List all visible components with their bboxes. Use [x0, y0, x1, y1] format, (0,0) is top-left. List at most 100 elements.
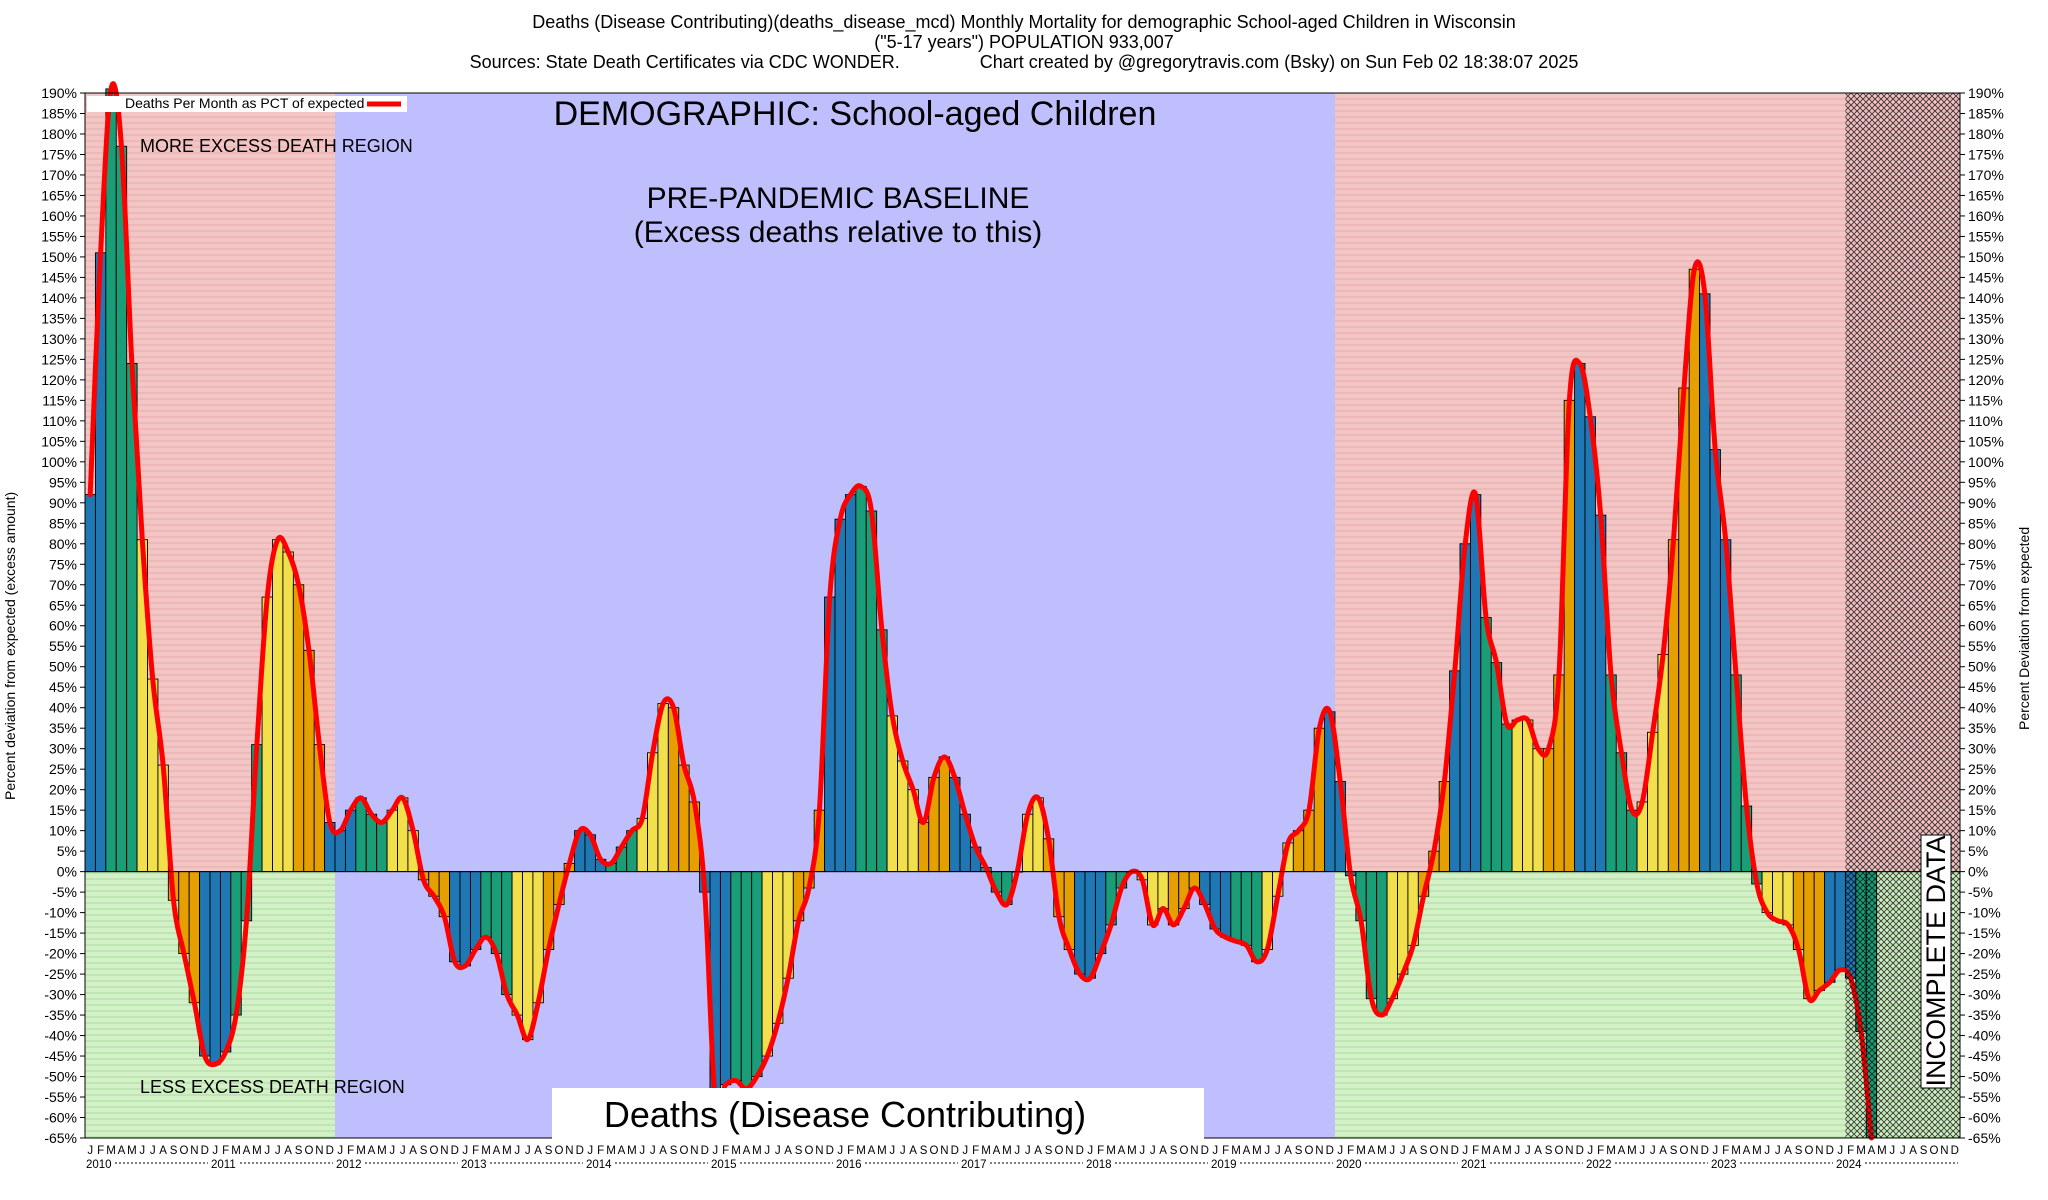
x-month-label: S: [795, 1145, 803, 1157]
x-month-label: J: [1639, 1145, 1645, 1157]
bar: [834, 518, 846, 873]
bar: [1501, 723, 1513, 873]
x-month-label: N: [1815, 1145, 1823, 1157]
x-year-label: 2024: [1836, 1159, 1862, 1171]
y-tick-label-left: 115%: [42, 392, 77, 408]
x-month-label: M: [231, 1145, 241, 1157]
x-month-label: N: [1315, 1145, 1323, 1157]
x-year-label: 2016: [836, 1159, 862, 1171]
x-month-label: A: [784, 1145, 792, 1157]
x-month-label: M: [1481, 1145, 1491, 1157]
y-tick-label-left: -30%: [44, 987, 77, 1003]
y-tick-label-right: 150%: [1968, 249, 2004, 265]
bar: [84, 494, 96, 873]
bar: [511, 871, 523, 1016]
x-month-label: M: [377, 1145, 387, 1157]
x-month-label: J: [1462, 1145, 1468, 1157]
x-month-label: F: [222, 1145, 229, 1157]
baseline-label-1: PRE-PANDEMIC BASELINE: [647, 182, 1030, 215]
x-month-label: J: [1900, 1145, 1906, 1157]
y-tick-label-right: 90%: [1968, 495, 1996, 511]
bar: [480, 871, 492, 938]
bar: [355, 797, 367, 873]
bar: [522, 871, 534, 1041]
x-month-label: M: [877, 1145, 887, 1157]
bar: [365, 813, 378, 873]
bar: [1626, 809, 1638, 873]
x-month-label: A: [1534, 1145, 1542, 1157]
x-year-label: 2010: [86, 1159, 112, 1171]
bar: [1251, 871, 1263, 963]
x-month-label: M: [606, 1145, 616, 1157]
x-month-label: J: [1150, 1145, 1156, 1157]
x-month-label: D: [1826, 1145, 1834, 1157]
x-month-label: M: [731, 1145, 741, 1157]
x-month-label: A: [1159, 1145, 1167, 1157]
y-tick-label-right: -25%: [1968, 966, 2001, 982]
x-month-label: J: [1587, 1145, 1593, 1157]
y-tick-label-right: -10%: [1968, 905, 2001, 921]
x-month-label: J: [1712, 1145, 1718, 1157]
x-month-label: F: [972, 1145, 979, 1157]
y-tick-label-right: -60%: [1968, 1110, 2001, 1126]
x-month-label: J: [1139, 1145, 1145, 1157]
annotations: DEMOGRAPHIC: School-aged Children PRE-PA…: [140, 95, 1952, 1140]
x-month-label: A: [368, 1145, 376, 1157]
x-month-label: O: [1179, 1145, 1188, 1157]
y-tick-label-right: -45%: [1968, 1048, 2001, 1064]
bar: [1542, 748, 1555, 873]
y-tick-label-left: 90%: [49, 495, 77, 511]
x-month-label: N: [1065, 1145, 1073, 1157]
bar: [1782, 871, 1794, 926]
x-month-label: J: [400, 1145, 406, 1157]
less-excess-label: LESS EXCESS DEATH REGION: [140, 1077, 405, 1097]
bar: [1386, 871, 1398, 1000]
incomplete-label-box: [1920, 834, 1952, 1089]
x-month-label: N: [565, 1145, 573, 1157]
x-month-label: A: [659, 1145, 667, 1157]
y-tick-label-right: 75%: [1968, 556, 1996, 572]
x-month-label: J: [87, 1145, 93, 1157]
x-year-label: 2011: [211, 1159, 236, 1171]
y-tick-label-left: 140%: [41, 290, 77, 306]
x-year-label: 2022: [1586, 1159, 1612, 1171]
x-month-label: J: [1212, 1145, 1218, 1157]
x-month-label: F: [97, 1145, 104, 1157]
y-tick-label-left: 120%: [41, 372, 77, 388]
x-month-label: S: [545, 1145, 553, 1157]
y-tick-label-right: 5%: [1968, 843, 1988, 859]
more-excess-label: MORE EXCESS DEATH REGION: [140, 136, 413, 156]
x-month-label: O: [429, 1145, 438, 1157]
x-month-label: F: [1722, 1145, 1729, 1157]
x-month-label: J: [639, 1145, 645, 1157]
y-tick-label-right: 105%: [1968, 433, 2004, 449]
chart-title-line3: Sources: State Death Certificates via CD…: [469, 52, 1579, 72]
y-tick-label-left: 160%: [41, 208, 77, 224]
y-tick-label-right: 145%: [1968, 269, 2004, 285]
x-month-label: M: [1502, 1145, 1512, 1157]
y-tick-label-left: 100%: [41, 454, 77, 470]
y-tick-label-right: 160%: [1968, 208, 2004, 224]
x-month-label: M: [981, 1145, 991, 1157]
y-tick-label-left: 35%: [49, 720, 77, 736]
x-year-label: 2013: [461, 1159, 487, 1171]
bar: [1074, 871, 1086, 975]
x-month-label: J: [1264, 1145, 1270, 1157]
x-month-label: D: [1451, 1145, 1459, 1157]
x-month-label: M: [1856, 1145, 1866, 1157]
bar: [1834, 871, 1846, 971]
y-tick-label-left: 25%: [49, 761, 77, 777]
bar: [1376, 871, 1388, 1016]
x-month-label: S: [1670, 1145, 1678, 1157]
bar: [469, 871, 482, 950]
x-month-label: A: [1909, 1145, 1917, 1157]
y-tick-label-right: 15%: [1968, 802, 1996, 818]
bar: [719, 871, 732, 1086]
x-month-label: J: [1775, 1145, 1781, 1157]
x-month-label: J: [1389, 1145, 1395, 1157]
bar: [1230, 871, 1242, 942]
y-tick-label-left: 155%: [41, 228, 77, 244]
bar: [1772, 871, 1784, 922]
x-month-label: M: [1752, 1145, 1762, 1157]
